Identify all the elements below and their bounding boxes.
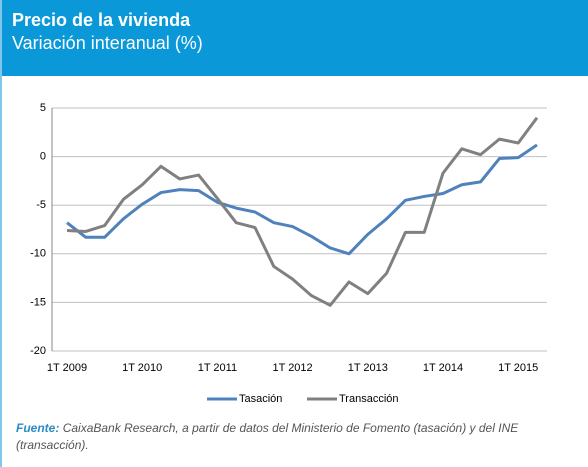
chart: -20 -15 -10 -5 0 5 1T 2009 1T 2010 1T 2011 1T 201… [30,102,547,405]
y-tick-label: -10 [30,248,46,260]
legend-label: Transacción [339,393,399,405]
source: Fuente: CaixaBank Research, a partir de … [16,420,576,454]
source-text: CaixaBank Research, a partir de datos de… [16,421,519,452]
y-tick-label: 0 [40,151,46,163]
series-line [66,143,538,256]
x-tick-label: 1T 2009 [47,362,87,374]
x-tick-label: 1T 2010 [122,362,162,374]
y-tick-label: 5 [40,102,46,114]
source-label: Fuente: [16,421,60,435]
series-line [66,116,539,307]
legend-label: Tasación [239,393,282,405]
header: Precio de la vivienda Variación interanu… [2,0,588,76]
x-tick-label: 1T 2013 [348,362,388,374]
x-tick-label: 1T 2014 [423,362,463,374]
title: Precio de la vivienda [12,10,191,30]
x-tick-label: 1T 2015 [498,362,538,374]
y-tick-label: -15 [30,296,46,308]
x-tick-label: 1T 2012 [273,362,313,374]
x-tick-label: 1T 2011 [198,362,237,374]
y-tick-label: -5 [36,199,46,211]
y-tick-label: -20 [30,345,46,357]
subtitle: Variación interanual (%) [12,33,203,53]
